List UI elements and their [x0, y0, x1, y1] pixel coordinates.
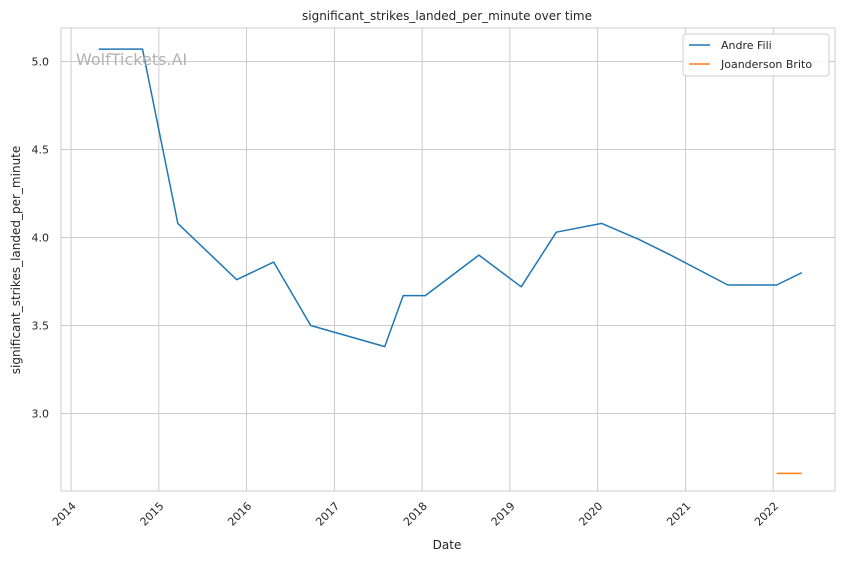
- series-line-0: [98, 48, 803, 348]
- x-axis-title: Date: [433, 538, 462, 552]
- y-axis-title: significant_strikes_landed_per_minute: [9, 146, 23, 375]
- y-tick-label: 4.5: [32, 143, 50, 156]
- y-tick-labels: 3.0 3.5 4.0 4.5 5.0: [32, 55, 50, 420]
- legend-label: Andre Fili: [721, 39, 772, 52]
- legend-box: [682, 33, 830, 77]
- y-tick-label: 3.5: [32, 320, 50, 333]
- plot-area-frame: [60, 27, 836, 492]
- legend: Andre Fili Joanderson Brito: [682, 33, 830, 77]
- chart-title: significant_strikes_landed_per_minute ov…: [302, 9, 592, 23]
- y-tick-label: 4.0: [32, 231, 50, 244]
- y-tick-label: 5.0: [32, 55, 50, 68]
- y-tick-label: 3.0: [32, 408, 50, 421]
- watermark: WolfTickets.AI: [76, 50, 187, 69]
- legend-label: Joanderson Brito: [720, 58, 812, 71]
- series-lines: [98, 48, 803, 475]
- grid: [61, 28, 835, 491]
